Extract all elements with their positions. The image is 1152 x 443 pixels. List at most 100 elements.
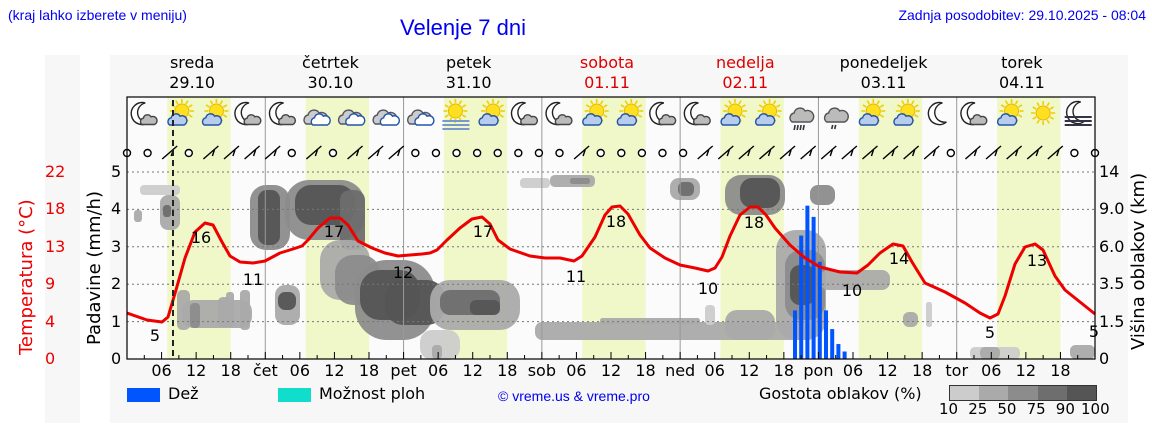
- day-date: 01.11: [584, 73, 630, 92]
- cloud-density-swatch: [950, 386, 980, 400]
- x-tick-label: sob: [527, 361, 556, 380]
- temperature-label: 17: [323, 222, 345, 241]
- moon-cloud-icon: [683, 101, 711, 126]
- x-tick-label: 18: [358, 361, 380, 380]
- day-date: 30.10: [307, 73, 354, 92]
- x-tick-label: 12: [877, 361, 898, 380]
- moon-cloud-icon: [649, 101, 677, 126]
- moon-cloud-icon: [130, 101, 158, 126]
- rain-bars: [793, 205, 847, 359]
- cloud-density-tick: 25: [968, 400, 988, 418]
- sun-cloud-icon: [616, 99, 644, 126]
- daytime-bands: [167, 97, 1061, 359]
- sun-cloud-icon: [893, 99, 920, 126]
- weather-icons: [130, 99, 1092, 131]
- precipitation-tick: 2: [111, 274, 122, 294]
- x-tick-label: 06: [704, 361, 725, 380]
- cloud-height-tick: 9.0: [1099, 199, 1125, 219]
- day-header-5: ponedeljek 03.11: [814, 53, 954, 93]
- temperature-tick: 9: [45, 274, 56, 294]
- day-header-4: nedelja 02.11: [675, 53, 815, 93]
- cloud-density-tick: 75: [1026, 400, 1046, 418]
- precipitation-tick: 4: [111, 199, 122, 219]
- cloud-height-tick: 3.5: [1099, 274, 1125, 294]
- sun-cloud-icon: [755, 99, 782, 126]
- cloud-density-swatch: [1037, 386, 1067, 400]
- temperature-axis-label: Temperatura (°C): [16, 199, 37, 355]
- temperature-tick: 4: [45, 311, 56, 331]
- location-hint: (kraj lahko izberete v meniju): [8, 7, 187, 23]
- cloudy-icon: [372, 109, 400, 126]
- temperature-tick: 22: [45, 162, 66, 181]
- x-tick-label: 12: [600, 361, 622, 380]
- day-date: 02.11: [722, 73, 769, 92]
- precipitation-tick: 1: [111, 311, 122, 331]
- cloud-density-tick: 10: [939, 400, 959, 418]
- x-tick-label: 12: [739, 361, 760, 380]
- moon-cloud-icon: [545, 101, 573, 126]
- x-tick-label: 12: [462, 361, 483, 380]
- day-name: nedelja: [715, 53, 775, 72]
- day-header-0: sreda 29.10: [122, 53, 262, 93]
- sun-cloud-icon: [201, 99, 229, 126]
- day-date: 31.10: [445, 73, 492, 92]
- x-tick-label: 12: [1015, 361, 1037, 380]
- cloud-density-swatch: [1008, 386, 1038, 400]
- cloud-height-axis-label: Višina oblakov (km): [1128, 172, 1149, 350]
- temperature-tick: 13: [45, 236, 66, 256]
- day-header-1: četrtek 30.10: [260, 53, 400, 93]
- x-tick-marks: [126, 352, 1096, 359]
- day-date: 29.10: [169, 73, 216, 92]
- x-tick-label: pon: [803, 361, 834, 380]
- day-header-3: sobota 01.11: [537, 53, 677, 93]
- temperature-label: 5: [149, 326, 161, 345]
- x-tick-label: 18: [635, 361, 656, 380]
- day-name: petek: [446, 53, 492, 72]
- x-tick-label: 06: [842, 361, 864, 380]
- precipitation-tick: 3: [111, 236, 122, 256]
- temperature-label: 12: [392, 263, 414, 282]
- sun-cloud-icon: [582, 99, 609, 126]
- temperature-tick: 18: [45, 199, 66, 219]
- temperature-tick: 0: [45, 349, 56, 368]
- precipitation-axis-label: Padavine (mm/h): [84, 191, 105, 345]
- sun-cloud-icon: [858, 99, 886, 126]
- x-tick-label: čet: [252, 361, 278, 380]
- moon-cloud-icon: [510, 101, 539, 126]
- cloud-density-swatch: [979, 386, 1009, 400]
- temperature-label: 5: [1088, 322, 1100, 341]
- cloud-rain-icon: [789, 107, 815, 131]
- x-tick-label: 12: [324, 361, 345, 380]
- copyright-link[interactable]: © vreme.us & vreme.pro: [498, 388, 650, 404]
- temperature-label: 16: [190, 228, 212, 247]
- precipitation-tick: 0: [111, 349, 122, 368]
- x-tick-label: 18: [497, 361, 518, 380]
- temperature-label: 17: [472, 222, 494, 241]
- sun-cloud-icon: [997, 99, 1024, 126]
- temperature-label: 14: [888, 249, 910, 268]
- day-name: ponedeljek: [839, 53, 928, 72]
- last-update: Zadnja posodobitev: 29.10.2025 - 08:04: [898, 7, 1146, 23]
- sun-icon: [1031, 101, 1056, 125]
- x-tick-label: 18: [911, 361, 933, 380]
- day-date: 04.11: [998, 73, 1045, 92]
- rain-legend-swatch: [127, 388, 160, 402]
- cloudy-icon: [303, 109, 331, 126]
- cloud-density-tick: 90: [1055, 400, 1075, 418]
- cloud-height-tick: 1.5: [1099, 311, 1125, 331]
- sun-cloud-icon: [167, 99, 194, 126]
- moon-cloud-icon: [234, 101, 262, 126]
- x-tick-label: 18: [773, 361, 795, 380]
- temperature-label: 13: [1026, 251, 1048, 270]
- temperature-label: 18: [743, 213, 765, 232]
- sun-cloud-icon: [720, 99, 747, 126]
- cloud-height-tick: 14: [1099, 162, 1120, 181]
- temperature-line: [126, 204, 1096, 324]
- day-name: četrtek: [301, 53, 359, 72]
- moon-fog-icon: [1064, 100, 1092, 126]
- cloud-density-tick: 100: [1081, 400, 1110, 418]
- temperature-label: 18: [605, 212, 627, 231]
- day-name: torek: [1001, 53, 1043, 72]
- cloud-density-tick: 50: [997, 400, 1017, 418]
